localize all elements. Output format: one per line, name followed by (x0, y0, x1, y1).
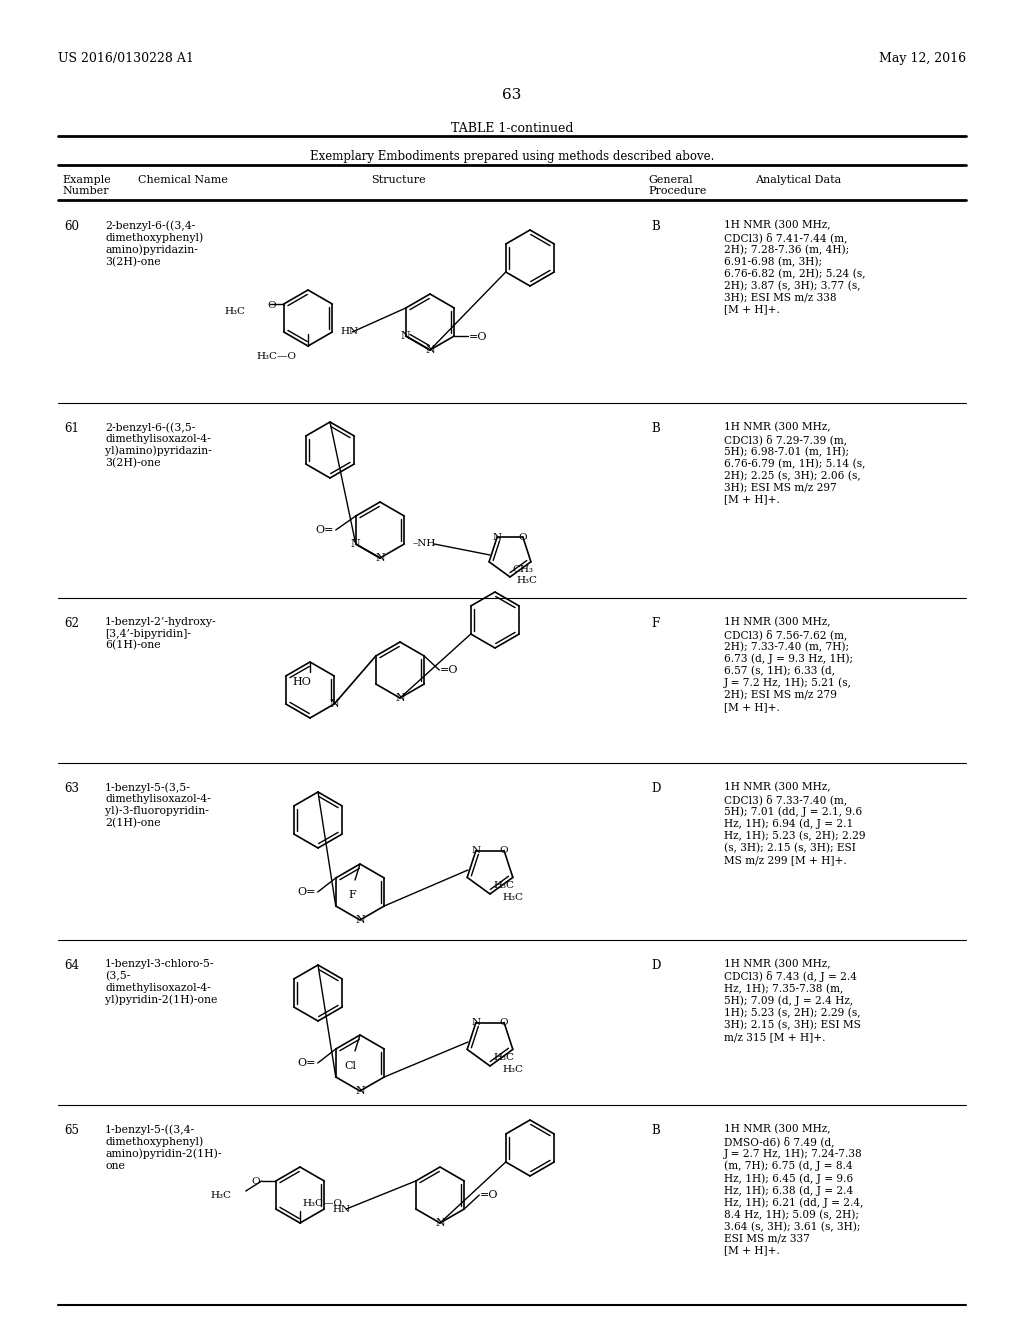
Text: 63: 63 (63, 781, 79, 795)
Text: N: N (493, 533, 502, 541)
Text: F: F (348, 890, 356, 900)
Text: H₃C: H₃C (503, 1065, 523, 1074)
Text: 1H NMR (300 MHz,
CDCl3) δ 7.56-7.62 (m,
2H); 7.33-7.40 (m, 7H);
6.73 (d, J = 9.3: 1H NMR (300 MHz, CDCl3) δ 7.56-7.62 (m, … (724, 616, 853, 711)
Text: B: B (651, 220, 659, 234)
Text: H₃C: H₃C (503, 894, 523, 903)
Text: Structure: Structure (371, 176, 425, 185)
Text: N: N (351, 539, 360, 549)
Text: H₃C: H₃C (210, 1192, 231, 1200)
Text: O: O (500, 1018, 509, 1027)
Text: May 12, 2016: May 12, 2016 (879, 51, 966, 65)
Text: Procedure: Procedure (648, 186, 707, 195)
Text: TABLE 1-continued: TABLE 1-continued (451, 121, 573, 135)
Text: H₃C: H₃C (493, 1053, 514, 1063)
Text: 61: 61 (63, 422, 79, 436)
Text: Exemplary Embodiments prepared using methods described above.: Exemplary Embodiments prepared using met… (310, 150, 714, 162)
Text: 1H NMR (300 MHz,
CDCl3) δ 7.29-7.39 (m,
5H); 6.98-7.01 (m, 1H);
6.76-6.79 (m, 1H: 1H NMR (300 MHz, CDCl3) δ 7.29-7.39 (m, … (724, 422, 865, 504)
Text: 1H NMR (300 MHz,
CDCl3) δ 7.43 (d, J = 2.4
Hz, 1H); 7.35-7.38 (m,
5H); 7.09 (d, : 1H NMR (300 MHz, CDCl3) δ 7.43 (d, J = 2… (724, 960, 861, 1041)
Text: Example: Example (62, 176, 111, 185)
Text: N: N (471, 1018, 480, 1027)
Text: H₃C: H₃C (224, 308, 246, 317)
Text: 1-benzyl-5-(3,5-
dimethylisoxazol-4-
yl)-3-fluoropyridin-
2(1H)-one: 1-benzyl-5-(3,5- dimethylisoxazol-4- yl)… (105, 781, 211, 829)
Text: 2-benzyl-6-((3,4-
dimethoxyphenyl)
amino)pyridazin-
3(2H)-one: 2-benzyl-6-((3,4- dimethoxyphenyl) amino… (105, 220, 203, 267)
Text: Chemical Name: Chemical Name (138, 176, 228, 185)
Text: General: General (648, 176, 692, 185)
Text: –NH: –NH (413, 540, 435, 549)
Text: O=: O= (297, 887, 315, 898)
Text: Number: Number (62, 186, 109, 195)
Text: N: N (355, 915, 365, 925)
Text: N: N (471, 846, 480, 855)
Text: D: D (651, 781, 660, 795)
Text: HO: HO (293, 677, 311, 686)
Text: O: O (251, 1177, 260, 1187)
Text: CH₃: CH₃ (512, 565, 534, 574)
Text: US 2016/0130228 A1: US 2016/0130228 A1 (58, 51, 194, 65)
Text: N: N (330, 700, 339, 709)
Text: 2-benzyl-6-((3,5-
dimethylisoxazol-4-
yl)amino)pyridazin-
3(2H)-one: 2-benzyl-6-((3,5- dimethylisoxazol-4- yl… (105, 422, 212, 469)
Text: H₃C—O: H₃C—O (256, 352, 296, 360)
Text: N: N (435, 1218, 444, 1228)
Text: H₃C: H₃C (493, 880, 514, 890)
Text: 1-benzyl-3-chloro-5-
(3,5-
dimethylisoxazol-4-
yl)pyridin-2(1H)-one: 1-benzyl-3-chloro-5- (3,5- dimethylisoxa… (105, 960, 217, 1005)
Text: =O: =O (480, 1191, 499, 1200)
Text: B: B (651, 1125, 659, 1137)
Text: O=: O= (297, 1059, 315, 1068)
Text: 1-benzyl-2’-hydroxy-
[3,4’-bipyridin]-
6(1H)-one: 1-benzyl-2’-hydroxy- [3,4’-bipyridin]- 6… (105, 616, 217, 651)
Text: 62: 62 (63, 616, 79, 630)
Text: HN: HN (340, 327, 358, 337)
Text: 1H NMR (300 MHz,
DMSO-d6) δ 7.49 (d,
J = 2.7 Hz, 1H); 7.24-7.38
(m, 7H); 6.75 (d: 1H NMR (300 MHz, DMSO-d6) δ 7.49 (d, J =… (724, 1125, 863, 1255)
Text: N: N (400, 331, 411, 341)
Text: N: N (375, 553, 385, 564)
Text: N: N (355, 1086, 365, 1096)
Text: 60: 60 (63, 220, 79, 234)
Text: =O: =O (440, 665, 459, 675)
Text: 64: 64 (63, 960, 79, 972)
Text: 1-benzyl-5-((3,4-
dimethoxyphenyl)
amino)pyridin-2(1H)-
one: 1-benzyl-5-((3,4- dimethoxyphenyl) amino… (105, 1125, 221, 1171)
Text: O=: O= (315, 525, 334, 535)
Text: B: B (651, 422, 659, 436)
Text: 65: 65 (63, 1125, 79, 1137)
Text: 1H NMR (300 MHz,
CDCl3) δ 7.33-7.40 (m,
5H); 7.01 (dd, J = 2.1, 9.6
Hz, 1H); 6.9: 1H NMR (300 MHz, CDCl3) δ 7.33-7.40 (m, … (724, 781, 865, 865)
Text: N: N (395, 693, 404, 704)
Text: D: D (651, 960, 660, 972)
Text: O: O (267, 301, 275, 310)
Text: N: N (425, 345, 435, 355)
Text: Cl: Cl (344, 1061, 356, 1071)
Text: 63: 63 (503, 88, 521, 102)
Text: Analytical Data: Analytical Data (755, 176, 842, 185)
Text: =O: =O (469, 333, 487, 342)
Text: O: O (518, 533, 527, 541)
Text: O: O (500, 846, 509, 855)
Text: H₃C: H₃C (516, 576, 538, 585)
Text: 1H NMR (300 MHz,
CDCl3) δ 7.41-7.44 (m,
2H); 7.28-7.36 (m, 4H);
6.91-6.98 (m, 3H: 1H NMR (300 MHz, CDCl3) δ 7.41-7.44 (m, … (724, 220, 865, 314)
Text: H₃C—O: H₃C—O (302, 1199, 342, 1208)
Text: HN: HN (332, 1204, 350, 1213)
Text: F: F (651, 616, 659, 630)
